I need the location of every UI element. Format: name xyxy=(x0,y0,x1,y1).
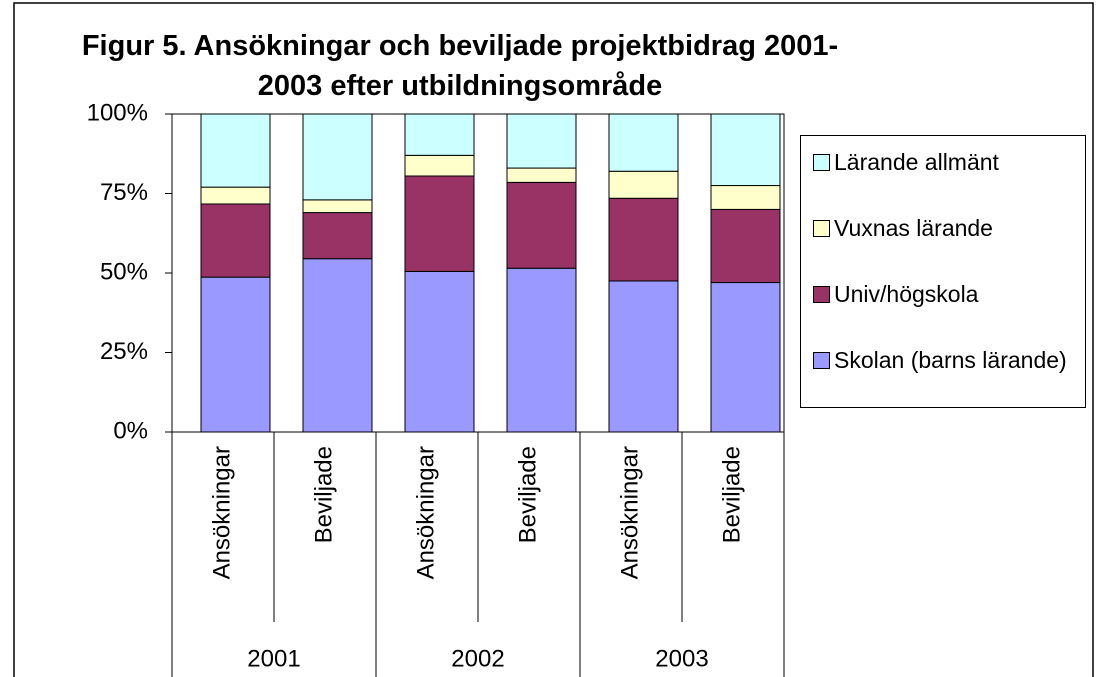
legend-item: Skolan (barns lärande) xyxy=(813,346,1077,374)
legend-item: Vuxnas lärande xyxy=(813,214,1077,242)
legend-label: Lärande allmänt xyxy=(834,149,999,175)
legend-item: Lärande allmänt xyxy=(813,148,1077,176)
bar-segment xyxy=(200,276,271,433)
bar-segment xyxy=(302,113,373,201)
bar-segment xyxy=(506,113,577,169)
legend-label: Skolan (barns lärande) xyxy=(834,347,1067,373)
y-tick-label: 100% xyxy=(87,99,148,126)
y-tick-label: 75% xyxy=(100,179,148,206)
group-label: 2001 xyxy=(247,645,300,672)
bar-segment xyxy=(404,154,475,177)
legend-label: Univ/högskola xyxy=(834,281,979,307)
bar-segment xyxy=(404,270,475,433)
legend: Lärande allmänt Vuxnas lärande Univ/högsko… xyxy=(800,135,1086,408)
group-label: 2002 xyxy=(451,645,504,672)
bar-segment xyxy=(608,113,679,172)
plot-area xyxy=(171,113,785,433)
y-tick-label: 0% xyxy=(113,417,148,444)
bar-segment xyxy=(404,175,475,272)
x-tick-label: Ansökningar xyxy=(208,446,235,579)
legend-swatch xyxy=(813,154,830,171)
bar-segment xyxy=(302,212,373,260)
legend-swatch xyxy=(813,352,830,369)
x-tick-label: Beviljade xyxy=(718,446,745,543)
bar-segment xyxy=(506,267,577,433)
bar-segment xyxy=(200,113,271,188)
bar-segment xyxy=(608,170,679,199)
x-tick-label: Ansökningar xyxy=(616,446,643,579)
bar-segment xyxy=(200,203,271,278)
y-tick-label: 25% xyxy=(100,338,148,365)
bar-segment xyxy=(710,208,781,284)
bar-segment xyxy=(710,282,781,433)
x-tick-label: Ansökningar xyxy=(412,446,439,579)
y-tick-label: 50% xyxy=(100,258,148,285)
bar-segment xyxy=(710,185,781,210)
bar-segment xyxy=(506,167,577,183)
legend-swatch xyxy=(813,286,830,303)
bar-segment xyxy=(506,181,577,269)
legend-item: Univ/högskola xyxy=(813,280,1077,308)
group-label: 2003 xyxy=(655,645,708,672)
chart-title: Figur 5. Ansökningar och beviljade proje… xyxy=(81,30,839,102)
bar-segment xyxy=(608,280,679,433)
x-tick-label: Beviljade xyxy=(310,446,337,543)
bar-segment xyxy=(608,197,679,282)
x-tick-label: Beviljade xyxy=(514,446,541,543)
legend-swatch xyxy=(813,220,830,237)
bar-segment xyxy=(200,186,271,205)
legend-label: Vuxnas lärande xyxy=(834,215,993,241)
bar-segment xyxy=(302,199,373,214)
bar-segment xyxy=(404,113,475,156)
bar-segment xyxy=(710,113,781,187)
bar-segment xyxy=(302,258,373,433)
